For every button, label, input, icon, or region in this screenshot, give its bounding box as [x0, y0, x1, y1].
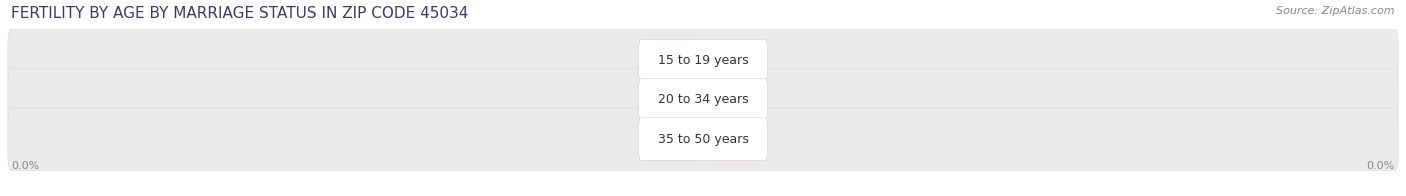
- FancyBboxPatch shape: [704, 118, 763, 161]
- FancyBboxPatch shape: [643, 118, 702, 161]
- Text: 0.0%: 0.0%: [718, 134, 749, 144]
- Text: 0.0%: 0.0%: [11, 161, 39, 171]
- FancyBboxPatch shape: [643, 79, 702, 121]
- Text: 0.0%: 0.0%: [718, 56, 749, 66]
- FancyBboxPatch shape: [704, 39, 763, 82]
- Text: 0.0%: 0.0%: [718, 95, 749, 105]
- Text: 15 to 19 years: 15 to 19 years: [658, 54, 748, 67]
- FancyBboxPatch shape: [638, 118, 768, 161]
- Text: 0.0%: 0.0%: [1367, 161, 1395, 171]
- FancyBboxPatch shape: [643, 39, 702, 82]
- Text: 0.0%: 0.0%: [657, 95, 688, 105]
- Text: 0.0%: 0.0%: [657, 134, 688, 144]
- FancyBboxPatch shape: [8, 108, 1398, 171]
- Text: 0.0%: 0.0%: [657, 56, 688, 66]
- FancyBboxPatch shape: [8, 29, 1398, 92]
- Text: 35 to 50 years: 35 to 50 years: [658, 133, 748, 146]
- Text: FERTILITY BY AGE BY MARRIAGE STATUS IN ZIP CODE 45034: FERTILITY BY AGE BY MARRIAGE STATUS IN Z…: [11, 6, 468, 21]
- FancyBboxPatch shape: [8, 69, 1398, 131]
- Text: Source: ZipAtlas.com: Source: ZipAtlas.com: [1277, 6, 1395, 16]
- FancyBboxPatch shape: [638, 39, 768, 82]
- FancyBboxPatch shape: [704, 79, 763, 121]
- Text: 20 to 34 years: 20 to 34 years: [658, 93, 748, 106]
- FancyBboxPatch shape: [638, 79, 768, 121]
